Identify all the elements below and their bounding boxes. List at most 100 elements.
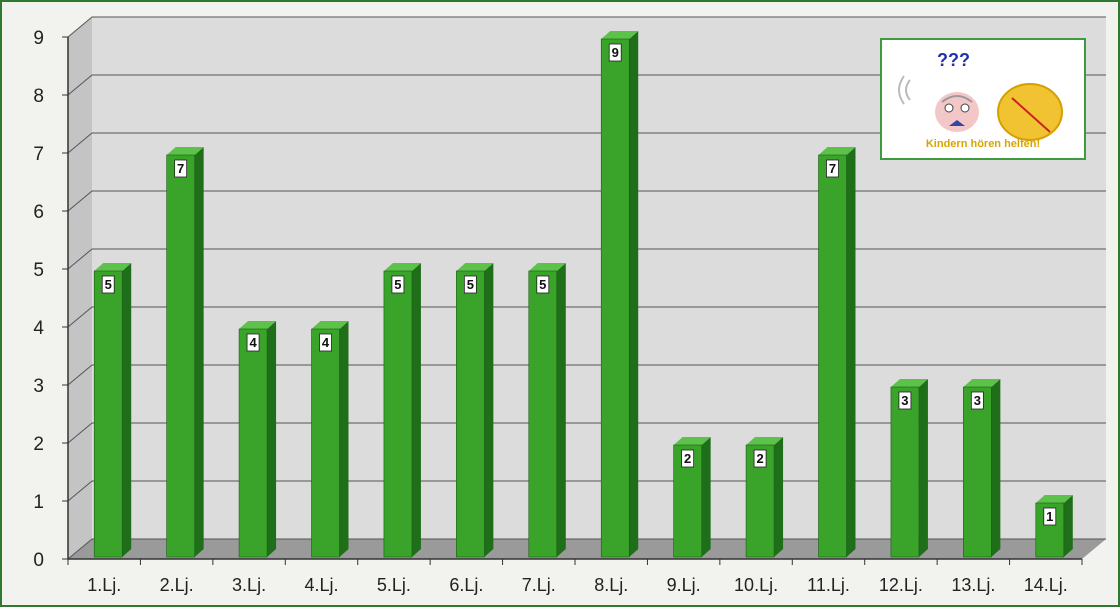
plot-side-wall [68,17,92,559]
bar-top [166,147,204,155]
x-tick-label: 2.Lj. [160,575,194,595]
bar-side [411,263,421,557]
data-label: 7 [829,161,836,176]
bar-side [629,31,639,557]
bar [818,154,847,558]
bar-side [991,379,1001,557]
bar-top [311,321,349,329]
bar-side [556,263,566,557]
bar [600,38,630,558]
data-label: 3 [901,393,908,408]
y-tick-label: 3 [33,376,44,397]
x-tick-label: 4.Lj. [304,575,338,595]
data-label: 1 [1046,509,1053,524]
x-tick-label: 14.Lj. [1024,575,1068,595]
x-tick-label: 6.Lj. [449,575,483,595]
bar [456,270,485,558]
bar-top [818,147,856,155]
data-label-box [319,333,332,352]
data-label: 5 [539,277,546,292]
y-tick-label: 8 [33,86,44,107]
bar-side [339,321,349,557]
data-label-box [463,275,477,294]
y-tick-label: 2 [33,434,44,455]
logo: ??? Kindern hören helfen! [880,38,1086,160]
data-label: 5 [467,277,474,292]
x-tick-label: 12.Lj. [879,575,923,595]
data-label: 4 [322,335,330,350]
bar-side [846,147,856,557]
logo-tagline: Kindern hören helfen! [925,138,1041,150]
data-label-box [246,333,260,352]
data-label-box [391,275,405,294]
data-label: 3 [974,393,981,408]
bar-top [1035,495,1073,503]
gridline [67,74,1106,96]
bar-top [890,379,928,387]
data-label-box [1043,507,1057,526]
x-tick-label: 1.Lj. [87,575,121,595]
x-tick-label: 5.Lj. [377,575,411,595]
x-tick-label: 9.Lj. [667,575,701,595]
data-label-box [536,275,550,294]
bar [311,328,340,558]
bar-top [94,263,132,271]
bar-side [267,321,277,557]
data-label: 5 [105,277,112,292]
x-tick-label: 13.Lj. [951,575,995,595]
x-tick-label: 10.Lj. [734,575,778,595]
bar-top [963,379,1001,387]
gridline [67,132,1106,154]
gridline [67,364,1106,386]
bar [963,386,992,558]
bar-side [122,263,132,557]
data-label-box [753,449,767,468]
data-label-box [826,159,839,178]
bar-top [528,263,566,271]
y-tick-label: 5 [33,260,44,281]
gridline [67,190,1106,212]
gridline [67,248,1106,270]
y-tick-label: 1 [33,492,44,513]
data-label-box [174,159,188,178]
y-tick-label: 6 [33,202,44,223]
data-label: 4 [249,335,257,350]
plot-floor [68,539,1106,559]
bar-side [918,379,928,557]
bar-side [701,437,711,557]
bar-top [746,437,784,445]
x-tick-label: 3.Lj. [232,575,266,595]
bar [166,154,195,558]
y-tick-label: 0 [33,550,44,571]
bar-side [1063,495,1073,557]
data-label-box [681,449,695,468]
bar [93,270,123,558]
y-tick-label: 9 [33,28,44,49]
bar-top [601,31,639,39]
y-tick-label: 4 [33,318,44,339]
gridline [67,422,1106,444]
bar [238,328,268,558]
data-label-box [970,391,984,410]
data-label-box [101,275,115,294]
data-label: 2 [684,451,691,466]
x-tick-label: 8.Lj. [594,575,628,595]
bar-top [673,437,711,445]
gridline [67,16,1106,38]
logo-graphic: ??? [898,50,1063,141]
bar-top [239,321,277,329]
data-label: 2 [756,451,763,466]
bar-top [383,263,421,271]
data-label: 7 [177,161,184,176]
data-label-box [608,43,622,62]
bar [890,386,920,558]
gridline [67,306,1106,328]
y-tick-label: 7 [33,144,44,165]
x-tick-label: 11.Lj. [807,575,850,595]
bar [528,270,558,558]
bar-side [774,437,784,557]
logo-question-marks: ??? [937,50,970,70]
data-label: 9 [612,45,619,60]
